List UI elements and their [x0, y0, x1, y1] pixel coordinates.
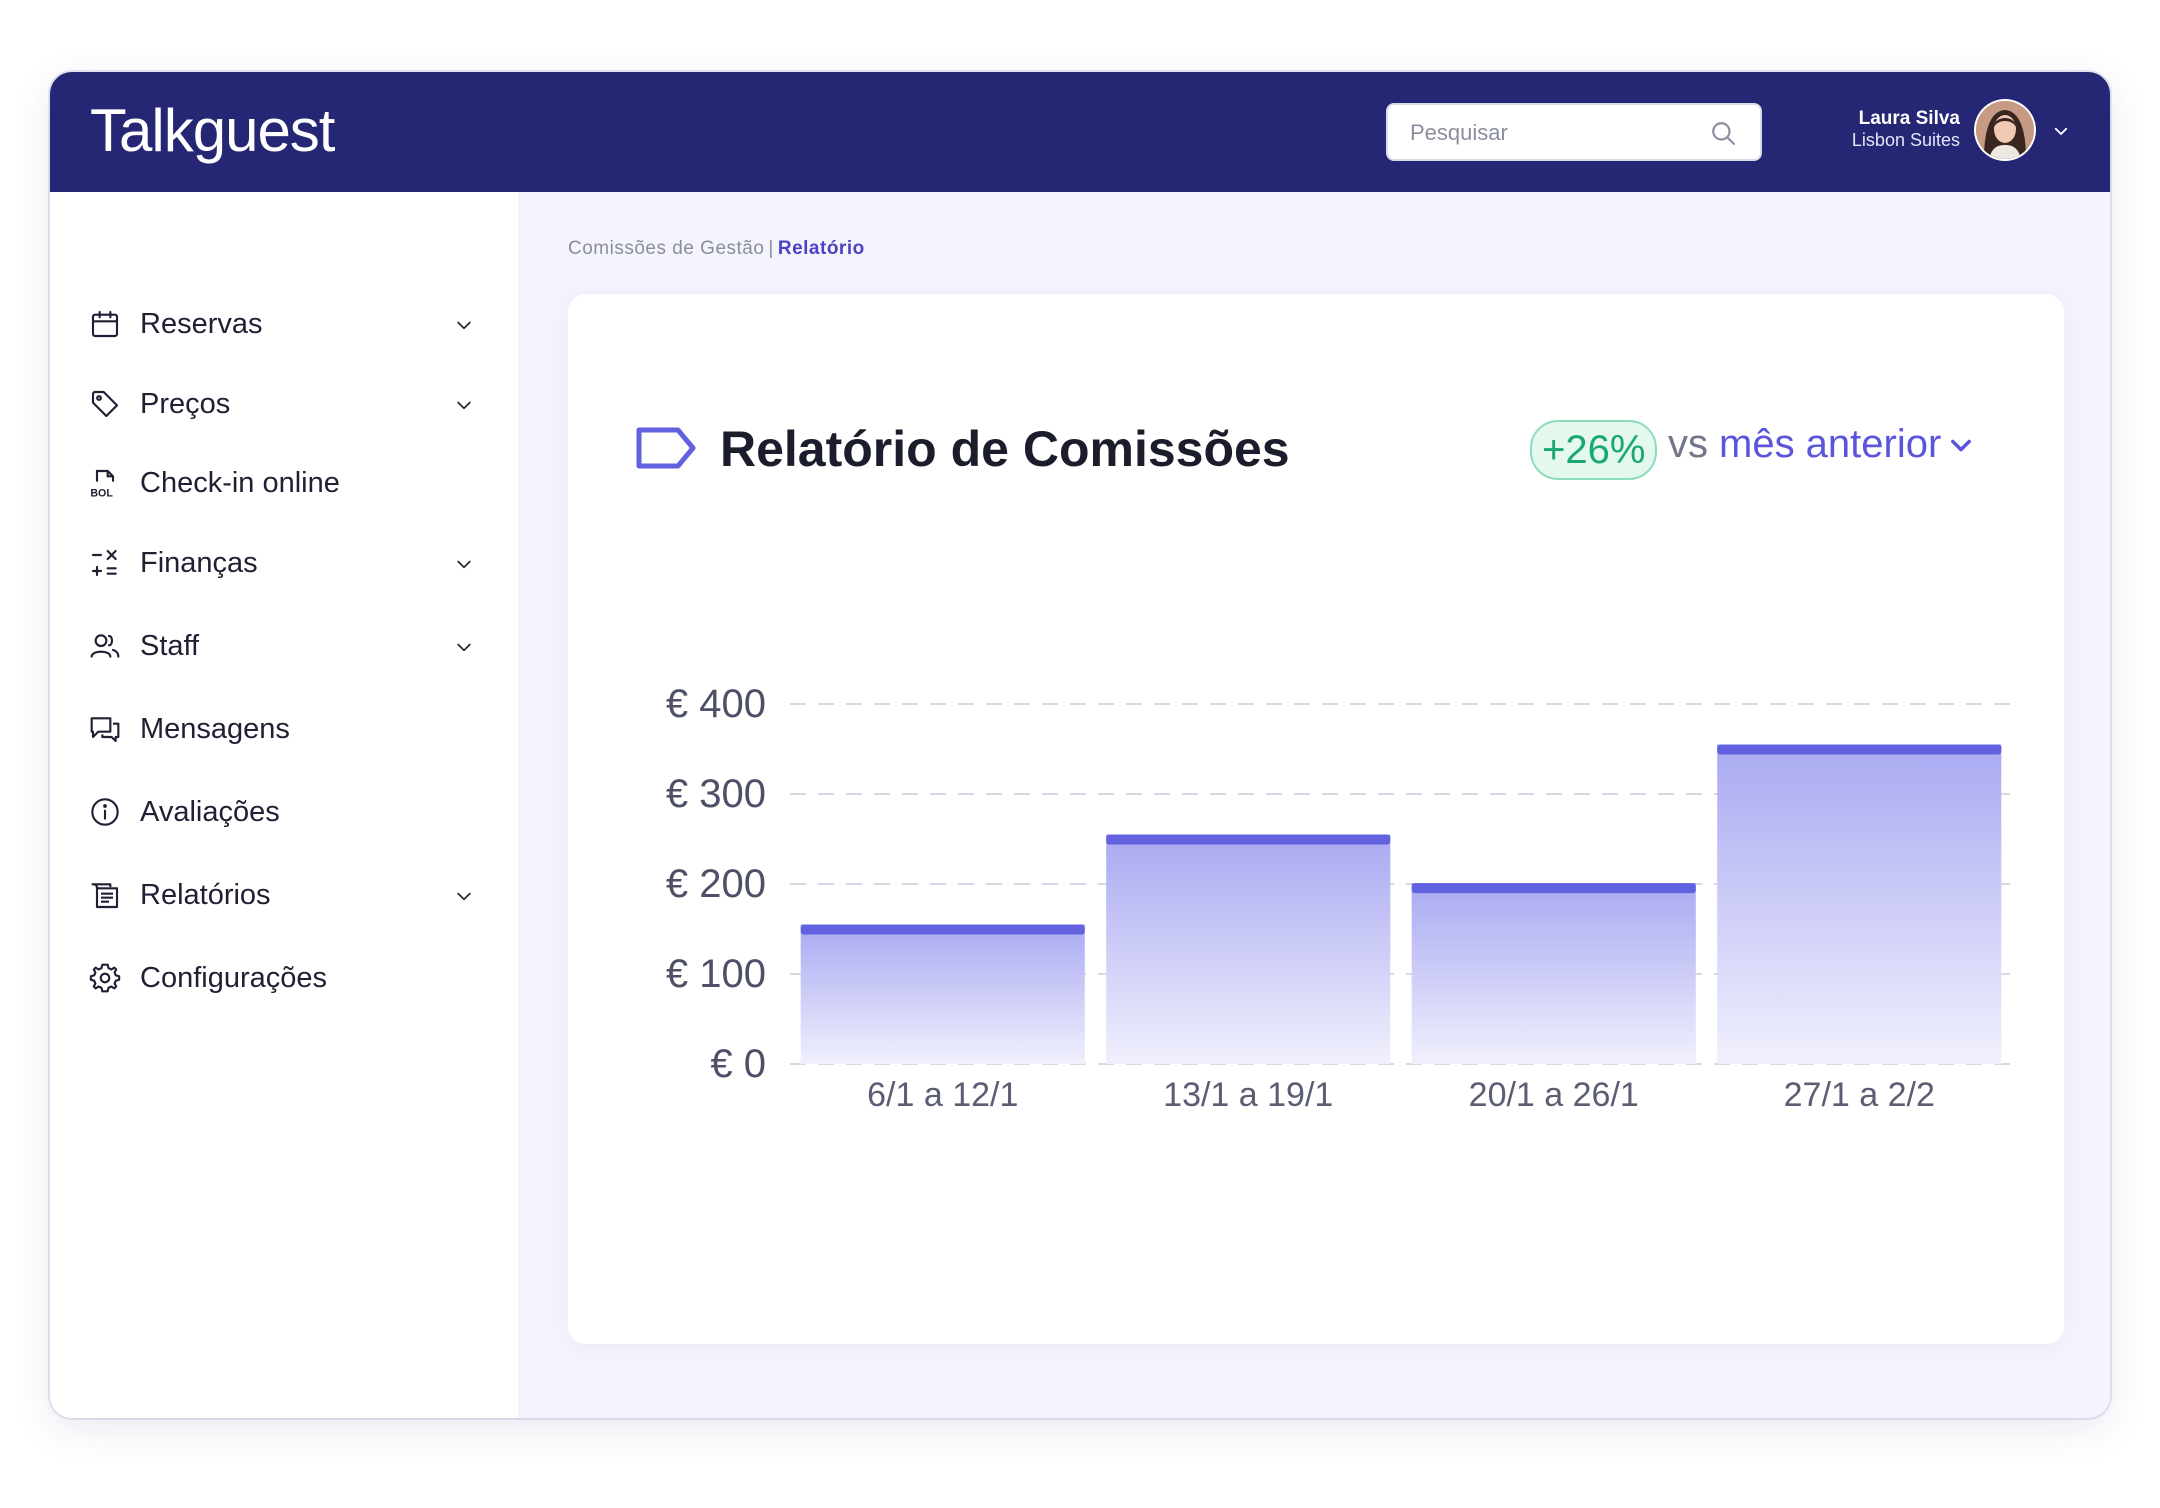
- calendar-icon: [88, 307, 122, 341]
- top-bar: Talkguest Laura Silva Lisbon Suites: [50, 72, 2110, 192]
- y-tick-label: € 100: [666, 952, 766, 996]
- bar-top-cap: [1411, 883, 1696, 894]
- breadcrumb: Comissões de Gestão | Relatório: [568, 238, 865, 260]
- breadcrumb-separator: |: [768, 238, 774, 259]
- sidebar-item-label: Check-in online: [140, 466, 340, 499]
- bar[interactable]: [1717, 744, 2002, 1065]
- sidebar: Reservas Preços BOL Check-in online Fina…: [50, 192, 518, 1418]
- user-organization: Lisbon Suites: [1851, 130, 1960, 150]
- sidebar-item-check-in-online[interactable]: BOL Check-in online: [88, 455, 494, 511]
- sidebar-item-staff[interactable]: Staff: [88, 618, 494, 674]
- sidebar-item-reservas[interactable]: Reservas: [88, 296, 494, 352]
- x-tick-label: 27/1 a 2/2: [1784, 1076, 1935, 1114]
- chevron-down-icon[interactable]: [454, 637, 474, 657]
- svg-text:BOL: BOL: [90, 487, 113, 499]
- commission-bar-chart: € 0 € 100 € 200 € 300 € 400 6/1 a 12/1 13/1 a…: [666, 682, 2012, 1114]
- chevron-down-icon[interactable]: [454, 554, 474, 574]
- page-title: Relatório de Comissões: [720, 421, 1290, 477]
- sidebar-item-mensagens[interactable]: Mensagens: [88, 701, 494, 757]
- sidebar-item-label: Reservas: [140, 307, 263, 340]
- growth-badge: +26%: [1530, 420, 1658, 480]
- sidebar-item-financas[interactable]: Finanças: [88, 535, 494, 591]
- sidebar-item-label: Finanças: [140, 546, 258, 579]
- chevron-down-icon: [1951, 439, 1972, 451]
- report-card: Relatório de Comissões +26% vs mês anter…: [568, 294, 2064, 1344]
- sidebar-item-avaliacoes[interactable]: Avaliações: [88, 784, 494, 840]
- x-tick-label: 13/1 a 19/1: [1163, 1076, 1333, 1114]
- sidebar-item-label: Preços: [140, 387, 231, 420]
- bar[interactable]: [1411, 883, 1696, 1064]
- y-tick-label: € 400: [666, 682, 766, 726]
- user-menu-chevron-icon[interactable]: [2052, 122, 2070, 140]
- sidebar-item-label: Configurações: [140, 961, 327, 994]
- sidebar-item-label: Mensagens: [140, 712, 290, 745]
- chat-icon: [88, 712, 122, 746]
- sidebar-item-label: Relatórios: [140, 878, 271, 911]
- sidebar-item-label: Staff: [140, 629, 200, 662]
- report-icon: [88, 878, 122, 912]
- chevron-down-icon[interactable]: [454, 315, 474, 335]
- user-name[interactable]: Laura Silva: [1858, 108, 1960, 129]
- sidebar-item-precos[interactable]: Preços: [88, 376, 494, 432]
- calculator-icon: [88, 546, 122, 580]
- bar-top-cap: [1106, 834, 1391, 845]
- app-window: Talkguest Laura Silva Lisbon Suites: [50, 72, 2110, 1418]
- search-input[interactable]: [1408, 105, 1712, 161]
- breadcrumb-current: Relatório: [777, 238, 865, 259]
- sidebar-item-label: Avaliações: [140, 795, 280, 828]
- chevron-down-icon[interactable]: [454, 395, 474, 415]
- chevron-down-icon[interactable]: [454, 886, 474, 906]
- bol-document-icon: BOL: [88, 466, 122, 500]
- bar-top-cap: [800, 924, 1085, 935]
- avatar[interactable]: [1976, 101, 2034, 159]
- tag-icon: [88, 387, 122, 421]
- sidebar-item-configuracoes[interactable]: Configurações: [88, 950, 494, 1006]
- y-tick-label: € 200: [666, 862, 766, 906]
- compare-prefix: vs: [1668, 422, 1708, 466]
- app-logo[interactable]: Talkguest: [90, 97, 335, 164]
- sidebar-item-relatorios[interactable]: Relatórios: [88, 867, 494, 923]
- info-icon: [88, 795, 122, 829]
- compare-period-label: mês anterior: [1719, 422, 1942, 466]
- search-icon[interactable]: [1710, 120, 1736, 146]
- bar-top-cap: [1717, 744, 2002, 755]
- y-tick-label: € 0: [710, 1042, 766, 1086]
- x-tick-label: 6/1 a 12/1: [867, 1076, 1018, 1114]
- bar[interactable]: [1106, 834, 1391, 1065]
- search-box[interactable]: [1386, 103, 1762, 161]
- breadcrumb-parent[interactable]: Comissões de Gestão: [568, 238, 765, 259]
- bar[interactable]: [800, 924, 1085, 1065]
- label-tag-icon: [636, 427, 696, 469]
- main-content: Comissões de Gestão | Relatório Relatório …: [518, 192, 2110, 1418]
- compare-period-dropdown[interactable]: mês anterior: [1719, 422, 1975, 467]
- y-tick-label: € 300: [666, 772, 766, 816]
- gear-icon: [88, 961, 122, 995]
- x-tick-label: 20/1 a 26/1: [1469, 1076, 1639, 1114]
- users-icon: [88, 629, 122, 663]
